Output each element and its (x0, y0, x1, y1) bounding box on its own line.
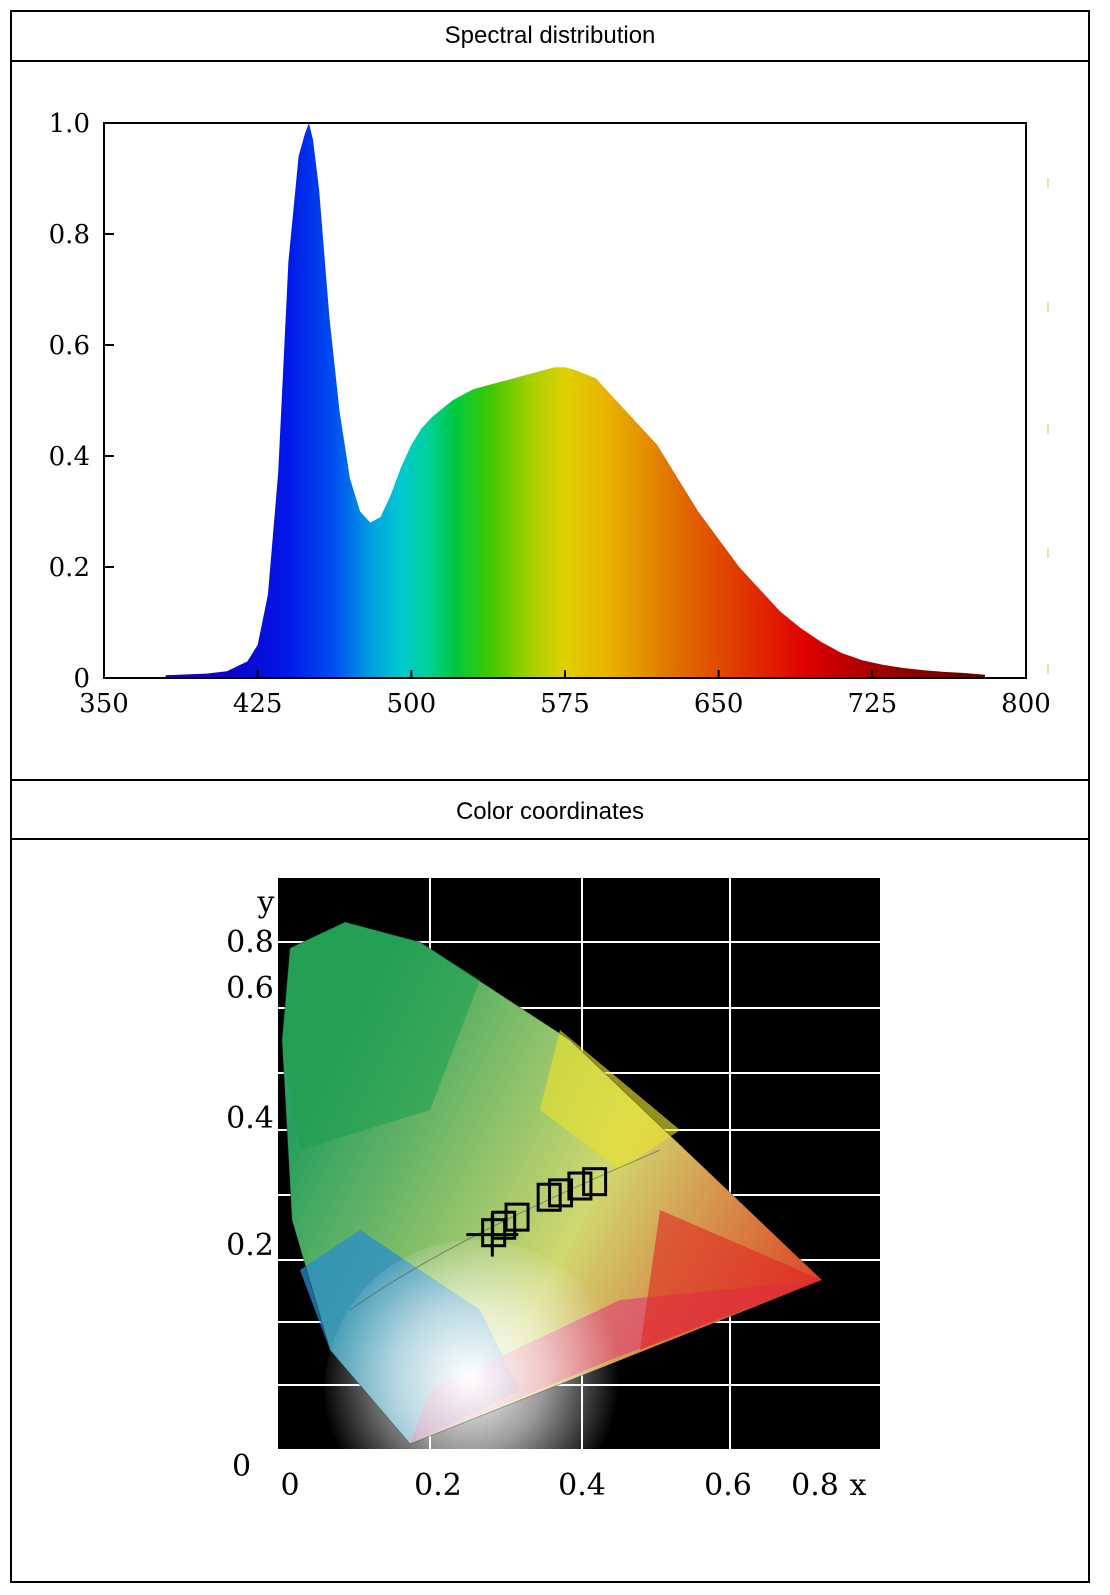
tolerance-box (567, 1171, 593, 1201)
y-tick-label: 1.0 (49, 109, 90, 139)
spectrum-area (165, 123, 986, 678)
y-tick-label: 0.6 (49, 331, 90, 361)
divider (12, 838, 1088, 840)
report-frame: Spectral distribution Color coordinates (10, 10, 1090, 1583)
y-tick-label: 0.8 (226, 925, 274, 960)
tolerance-box (491, 1210, 517, 1240)
y-tick-label: 0.4 (49, 442, 90, 472)
y-tick-label: 0 (73, 664, 90, 694)
measurement-markers (466, 1167, 608, 1257)
y-tick-label: 0.4 (226, 1101, 274, 1136)
y-axis-label: y (257, 885, 275, 920)
tolerance-box (582, 1167, 608, 1197)
tolerance-box (548, 1178, 574, 1208)
spectral-section-title: Spectral distribution (444, 22, 656, 49)
x-tick-label: 575 (540, 689, 590, 719)
spectral-chart: 350 425 500 575 650 725 800 0 0.2 0.4 0.6 0.8 1.0 (49, 109, 1051, 719)
x-tick-label: 0.8 (791, 1468, 839, 1503)
y-tick-label: 0.6 (226, 971, 274, 1006)
cie-chart: 0 0.2 0.4 0.6 0.8 0 0.2 0.4 0.6 0.8 x y (226, 878, 880, 1540)
y-tick-label: 0.8 (49, 220, 90, 250)
tolerance-box (504, 1202, 530, 1232)
x-tick-label: 725 (848, 689, 898, 719)
y-tick-label: 0 (232, 1449, 251, 1484)
x-tick-label: 0.4 (558, 1468, 606, 1503)
color-section-title: Color coordinates (455, 798, 645, 825)
x-tick-label: 800 (1001, 689, 1051, 719)
x-axis-label: x (850, 1468, 867, 1503)
y-tick-label: 0.2 (226, 1228, 274, 1263)
x-tick-label: 0.2 (414, 1468, 462, 1503)
divider (12, 60, 1088, 62)
y-tick-label: 0.2 (49, 553, 90, 583)
divider (12, 779, 1088, 781)
x-tick-label: 0.6 (704, 1468, 752, 1503)
x-tick-label: 650 (694, 689, 744, 719)
x-tick-label: 500 (387, 689, 437, 719)
x-tick-label: 350 (79, 689, 129, 719)
x-tick-label: 425 (233, 689, 283, 719)
x-tick-label: 0 (280, 1468, 299, 1503)
